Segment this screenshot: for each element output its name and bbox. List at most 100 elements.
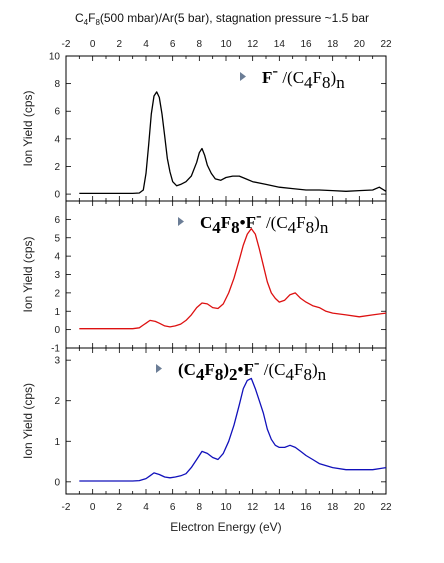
- x-axis-label: Electron Energy (eV): [170, 520, 281, 534]
- bottom-tick-label: 12: [247, 502, 259, 513]
- title-part: 4: [84, 18, 89, 27]
- top-tick-label: 0: [90, 39, 96, 50]
- chart-title: C4F8(500 mbar)/Ar(5 bar), stagnation pre…: [75, 11, 369, 27]
- series-line: [79, 377, 387, 482]
- top-tick-label: 4: [143, 39, 149, 50]
- title-part: F: [88, 11, 95, 25]
- species-label-part: 8: [215, 365, 224, 384]
- y-tick-label: 0: [54, 190, 60, 201]
- top-tick-label: 10: [220, 39, 232, 50]
- y-tick-label: 2: [54, 162, 60, 173]
- species-label-part: •F: [240, 213, 256, 232]
- species-label: C4F8•F- /(C4F8)n: [200, 206, 329, 237]
- species-label-part: 8: [306, 218, 315, 237]
- species-label-part: 8: [231, 218, 240, 237]
- y-axis-label: Ion Yield (cps): [21, 90, 35, 166]
- bottom-tick-label: 0: [90, 502, 96, 513]
- bottom-tick-label: 14: [274, 502, 286, 513]
- species-label-part: F: [262, 68, 272, 87]
- species-label-part: F: [313, 68, 322, 87]
- species-label-part: /(C: [262, 213, 288, 232]
- species-label-part: /(C: [260, 360, 286, 379]
- bottom-tick-label: 16: [300, 502, 312, 513]
- y-axis-label: Ion Yield (cps): [21, 383, 35, 459]
- bottom-tick-label: -2: [62, 502, 71, 513]
- species-label: (C4F8)2•F- /(C4F8)n: [178, 353, 327, 384]
- species-label-part: F: [296, 213, 305, 232]
- species-label-part: -: [272, 61, 278, 80]
- species-label-part: F: [294, 360, 303, 379]
- species-label-part: n: [336, 73, 345, 92]
- species-label-part: (C: [178, 360, 196, 379]
- title-part: C: [75, 11, 84, 25]
- species-label-part: •F: [238, 360, 254, 379]
- label-marker-icon: [156, 364, 162, 373]
- y-tick-label: 8: [54, 79, 60, 90]
- top-tick-label: 18: [327, 39, 339, 50]
- top-tick-label: 12: [247, 39, 259, 50]
- bottom-tick-label: 22: [380, 502, 392, 513]
- species-label-part: /(C: [278, 68, 304, 87]
- species-label-part: F: [221, 213, 231, 232]
- y-tick-label: 4: [54, 134, 60, 145]
- bottom-tick-label: 4: [143, 502, 149, 513]
- species-label-part: 4: [288, 218, 297, 237]
- y-tick-label: 4: [54, 252, 60, 263]
- top-tick-label: -2: [62, 39, 71, 50]
- species-label-part: 8: [322, 73, 331, 92]
- top-tick-label: 2: [117, 39, 123, 50]
- bottom-axis: -2 0 2 4 6 8 10 12 14 16 18 20 22: [62, 502, 392, 513]
- y-tick-label: 10: [49, 52, 61, 63]
- top-tick-label: 8: [197, 39, 203, 50]
- species-label-part: F: [204, 360, 214, 379]
- top-axis: -2 0 2 4 6 8 10 12 14 16 18 20 22: [62, 39, 392, 50]
- species-label: F- /(C4F8)n: [262, 61, 345, 92]
- y-axis-label: Ion Yield (cps): [21, 236, 35, 312]
- y-tick-label: 2: [54, 396, 60, 407]
- bottom-tick-label: 10: [220, 502, 232, 513]
- label-marker-icon: [178, 217, 184, 226]
- y-tick-label: 6: [54, 215, 60, 226]
- species-label-part: C: [200, 213, 212, 232]
- top-tick-label: 16: [300, 39, 312, 50]
- y-tick-label: 2: [54, 288, 60, 299]
- y-tick-label: 5: [54, 233, 60, 244]
- bottom-tick-label: 18: [327, 502, 339, 513]
- species-label-part: -: [256, 206, 262, 225]
- species-label-part: ): [314, 213, 320, 232]
- y-tick-label: 3: [54, 356, 60, 367]
- title-part: (500 mbar)/Ar(5 bar), stagnation pressur…: [100, 11, 369, 25]
- label-marker-icon: [240, 72, 246, 81]
- y-tick-label: 0: [54, 477, 60, 488]
- species-label-part: 8: [303, 365, 312, 384]
- y-tick-label: 1: [54, 437, 60, 448]
- bottom-tick-label: 6: [170, 502, 176, 513]
- y-tick-label: -1: [51, 344, 60, 355]
- series-line: [79, 227, 387, 330]
- species-label-part: ): [223, 360, 229, 379]
- title-part: 8: [95, 18, 100, 27]
- bottom-tick-label: 8: [197, 502, 203, 513]
- top-tick-label: 14: [274, 39, 286, 50]
- y-tick-label: 0: [54, 325, 60, 336]
- y-tick-label: 6: [54, 107, 60, 118]
- y-tick-label: 1: [54, 307, 60, 318]
- top-tick-label: 22: [380, 39, 392, 50]
- bottom-tick-label: 2: [117, 502, 123, 513]
- species-label-part: n: [320, 218, 329, 237]
- species-label-part: ): [312, 360, 318, 379]
- species-label-part: -: [254, 353, 260, 372]
- species-label-part: ): [331, 68, 337, 87]
- y-tick-label: 3: [54, 270, 60, 281]
- species-label-part: 4: [212, 218, 221, 237]
- species-label-part: 4: [304, 73, 313, 92]
- top-tick-label: 6: [170, 39, 176, 50]
- species-label-part: 4: [196, 365, 205, 384]
- top-tick-label: 20: [354, 39, 366, 50]
- bottom-tick-label: 20: [354, 502, 366, 513]
